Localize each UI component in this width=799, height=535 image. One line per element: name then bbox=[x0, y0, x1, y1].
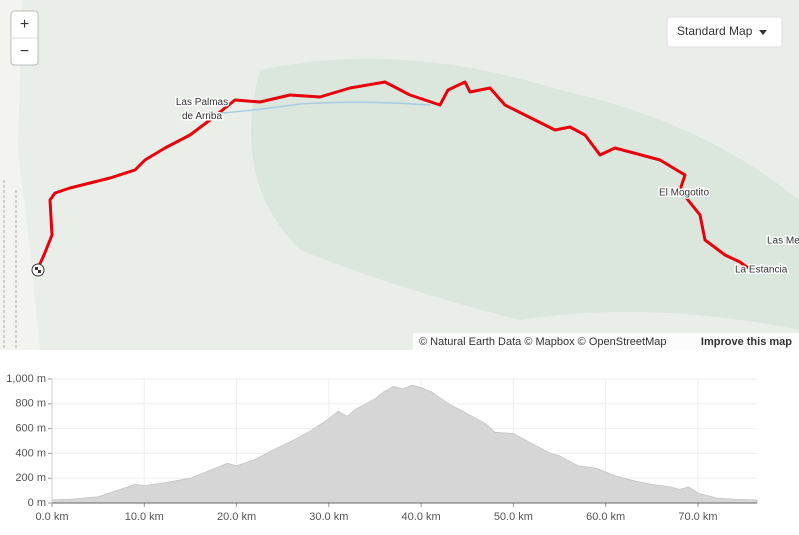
y-tick-label: 800 m bbox=[15, 398, 46, 410]
x-tick-label: 50.0 km bbox=[494, 511, 533, 523]
river bbox=[199, 101, 431, 116]
style-label[interactable]: Standard Map bbox=[677, 24, 753, 38]
x-tick-label: 70.0 km bbox=[678, 511, 717, 523]
place-label: El Mogotito bbox=[659, 188, 709, 199]
improve-map[interactable]: Improve this map bbox=[701, 336, 792, 348]
place-label: La Estancia bbox=[735, 265, 788, 276]
attribution-bg bbox=[413, 333, 799, 350]
mountain-area bbox=[251, 58, 799, 330]
zoom-out[interactable]: − bbox=[20, 43, 29, 60]
place-label: Las Me bbox=[767, 236, 799, 247]
elevation-area bbox=[51, 384, 758, 504]
x-tick-label: 30.0 km bbox=[309, 511, 348, 523]
route bbox=[36, 80, 749, 270]
x-tick-label: 60.0 km bbox=[586, 511, 625, 523]
y-tick-label: 0 m bbox=[28, 497, 46, 509]
start-flag bbox=[31, 263, 45, 277]
y-tick-label: 600 m bbox=[15, 423, 46, 435]
place-label: Las Palmas de Arriba bbox=[176, 97, 228, 122]
x-tick-label: 10.0 km bbox=[125, 511, 164, 523]
boundary bbox=[3, 180, 17, 350]
style-selector[interactable]: Standard Map bbox=[666, 16, 783, 48]
x-tick-label: 40.0 km bbox=[402, 511, 441, 523]
x-tick-label: 0.0 km bbox=[35, 511, 68, 523]
zoom-control: + − bbox=[10, 10, 39, 66]
plain-area bbox=[0, 0, 40, 350]
attribution: © Natural Earth Data © Mapbox © OpenStre… bbox=[419, 336, 666, 348]
y-tick-label: 200 m bbox=[15, 472, 46, 484]
x-tick-label: 20.0 km bbox=[217, 511, 256, 523]
y-tick-label: 400 m bbox=[15, 447, 46, 459]
zoom-in[interactable]: + bbox=[20, 16, 29, 33]
y-tick-label: 1,000 m bbox=[6, 373, 46, 385]
